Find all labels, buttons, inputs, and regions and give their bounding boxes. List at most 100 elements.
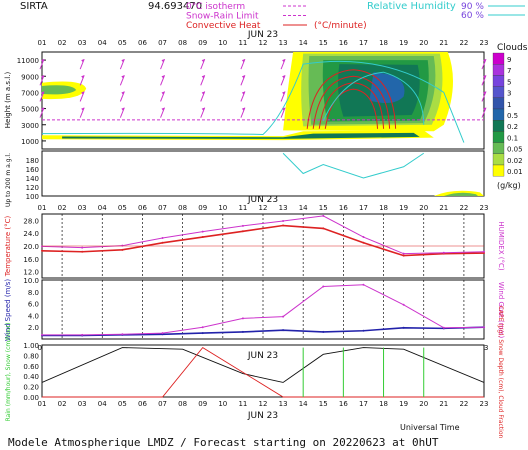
cape-axis-label: CAPE (J/g), Snow Depth (cm), Cloud Fract… [497,306,504,439]
height-tick-5000: 5000 [21,106,39,114]
cloud-low-inner [62,132,420,139]
hour-bottom-06: 06 [138,400,147,408]
colorbar-title: Clouds [497,43,528,53]
wind-tick-6.0: 6.0 [28,301,39,309]
hour-bottom-05: 05 [118,400,127,408]
hour-bottom-07: 07 [158,400,167,408]
temp-point [282,224,285,227]
wind-series-0 [42,326,485,337]
wind-tick-10.0: 10.0 [23,277,39,285]
hour-mid-19: 19 [399,204,408,212]
hour-bottom-23: 23 [480,400,489,408]
hour-bottom-13: 13 [279,400,288,408]
wind-arrow [200,75,206,86]
conv-unit: (°C/minute) [314,21,367,31]
wind-arrow-head [282,107,286,111]
hour-mid-04: 04 [98,204,107,212]
temp-tick-24.0: 24.0 [23,230,39,238]
cloud-left-inner [42,85,77,95]
hour-mid-13: 13 [279,204,288,212]
wind-point [362,283,365,286]
lowlevel-panel [41,150,485,197]
rh-contour [41,60,465,143]
conv-heat-contour [312,75,391,129]
wind-axis-label: Wind Speed (m/s) [4,279,12,342]
hour-mid-10: 10 [218,204,227,212]
colorbar-level-4: 1 [507,101,511,109]
hour-top-09: 09 [198,39,207,47]
colorbar-unit: (g/kg) [497,181,521,190]
wind-arrow [200,91,206,102]
hour-top-13: 13 [279,39,288,47]
wind-arrow [481,58,487,70]
low-tick-180: 180 [26,157,39,165]
hour-mid-22: 22 [459,204,468,212]
low-axis-label: Up to 200 m a.g.l. [5,153,12,207]
wind-arrow [39,58,45,70]
legend-1: Snow-Rain Limit [186,12,259,22]
hour-mid-05: 05 [118,204,127,212]
hour-top-23: 23 [480,39,489,47]
hour-bottom-11: 11 [238,400,247,408]
hour-mid-11: 11 [238,204,247,212]
hour-mid-07: 07 [158,204,167,212]
wind-arrow-head [121,107,125,111]
legend-2: Convective Heat [186,21,261,31]
hour-bottom-17: 17 [359,400,368,408]
wind-arrow [119,91,125,102]
colorbar-swatch-0 [492,52,505,65]
wind-arrow-head [161,91,165,95]
wind-arrow-head [121,75,125,79]
hour-top-02: 02 [58,39,67,47]
hour-mid-06: 06 [138,204,147,212]
wind-arrow-head [201,59,205,63]
hour-top-11: 11 [238,39,247,47]
wind-arrow [481,75,487,86]
x-title: Universal Time [400,423,460,432]
rain-tick-0.40: 0.40 [23,373,39,381]
wind-point [41,333,43,336]
wind-arrow [240,75,246,86]
hour-bottom-19: 19 [399,400,408,408]
temp-point [41,245,43,248]
temp-tick-20.0: 20.0 [23,243,39,251]
wind-arrow-head [282,59,286,63]
wind-series-1 [42,284,485,336]
temp-point [241,224,244,227]
rain-tick-0.80: 0.80 [23,352,39,360]
hour-mid-20: 20 [419,204,428,212]
wind-arrow-head [483,91,486,95]
hour-top-18: 18 [379,39,388,47]
wind-arrow-head [41,59,44,63]
hour-top-22: 22 [459,39,468,47]
colorbar-level-6: 0.2 [507,123,518,131]
hour-top-21: 21 [439,39,448,47]
rain-series-1 [42,347,484,398]
wind-point [322,330,325,333]
wind-arrow [119,107,125,118]
rh-label: Relative Humidity [367,1,456,12]
hour-bottom-10: 10 [218,400,227,408]
wind-arrow [119,58,125,70]
date-mid: JUN 23 [247,195,278,205]
colorbar-swatch-2 [492,75,505,87]
wind-arrow-head [81,107,85,111]
temp-point [241,230,244,233]
gust-axis-label: Wind Gust (m/s) [497,282,505,339]
temp-axis-label: Temperature (°C) [4,216,12,278]
colorbar-level-1: 7 [507,67,511,75]
hour-top-10: 10 [218,39,227,47]
conv-heat-contour [306,69,397,129]
wind-point [282,329,285,332]
wind-arrow-head [161,107,165,111]
hour-mid-21: 21 [439,204,448,212]
wind-arrow [39,107,45,118]
hour-mid-03: 03 [78,204,87,212]
wind-arrow-head [241,59,245,63]
wind-arrow-head [282,75,286,79]
rain-tick-0.60: 0.60 [23,363,39,371]
wind-arrow-head [81,75,85,79]
temp-point [81,250,84,253]
hour-mid-15: 15 [319,204,328,212]
wind-arrow-head [241,75,245,79]
